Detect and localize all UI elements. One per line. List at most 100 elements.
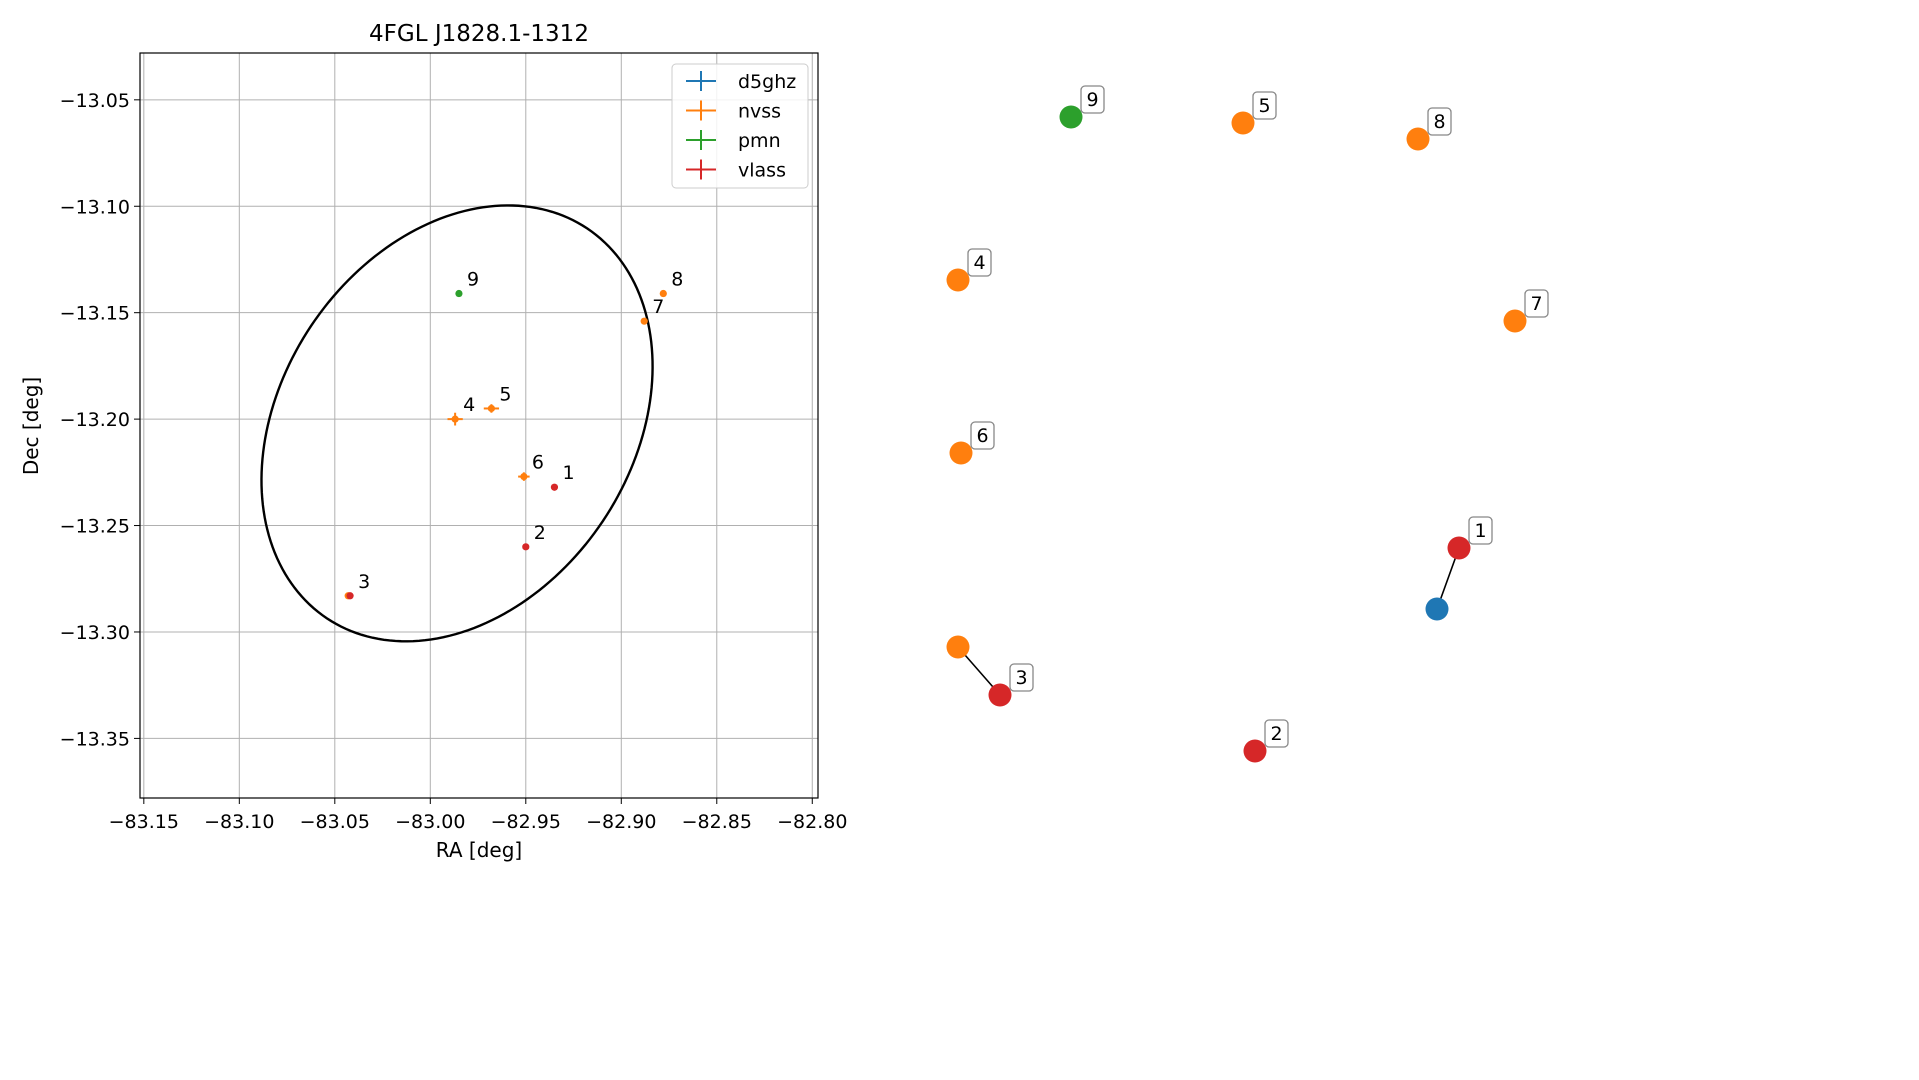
- error-ellipse: [260, 204, 654, 643]
- point-label: 6: [532, 452, 544, 474]
- graph-node: [1447, 536, 1471, 560]
- graph-node: [1503, 309, 1527, 333]
- node-label-text: 7: [1530, 293, 1542, 315]
- x-tick-label: −82.80: [777, 811, 847, 833]
- node-label-box: [1468, 516, 1493, 545]
- point-marker: [550, 483, 559, 491]
- node-label-box: [1252, 91, 1277, 120]
- legend-label: d5ghz: [738, 71, 796, 93]
- y-tick-label: −13.25: [60, 516, 130, 538]
- point-label: 5: [499, 383, 511, 405]
- graph-node: [1425, 597, 1449, 621]
- legend-entry: vlass: [686, 159, 786, 182]
- main-scatter-plot: 4FGL J1828.1-1312 4 5 6 78 9 1 2 3 −83.15 −83.10…: [19, 21, 847, 862]
- node-label-text: 5: [1258, 95, 1270, 117]
- graph-node-label: 4: [967, 248, 992, 277]
- graph-node-label: 5: [1252, 91, 1277, 120]
- data-point: 6: [518, 452, 544, 481]
- graph-node-label: 2: [1264, 719, 1289, 748]
- data-point: 8: [659, 269, 683, 298]
- point-marker: [520, 472, 528, 481]
- error-ellipse-layer: [260, 204, 654, 643]
- point-label: 8: [671, 269, 683, 291]
- graph-node: [1059, 105, 1083, 129]
- node-label-box: [1427, 107, 1452, 136]
- grid: [140, 53, 818, 798]
- point-label: 9: [467, 269, 479, 291]
- association-graph: 9 5 8 4 7 6 1 3 2: [946, 85, 1549, 763]
- graph-node-label: 3: [1009, 663, 1034, 692]
- point-marker: [522, 543, 530, 551]
- data-point: 9: [455, 269, 479, 298]
- graph-node: [1243, 739, 1267, 763]
- legend-label: pmn: [738, 130, 781, 152]
- node-label-box: [1264, 719, 1289, 748]
- point-marker: [640, 317, 648, 325]
- point-marker: [455, 289, 463, 298]
- graph-node-label: 9: [1080, 85, 1105, 114]
- y-tick-label: −13.05: [60, 90, 130, 112]
- y-tick-label: −13.15: [60, 303, 130, 325]
- chart-title: 4FGL J1828.1-1312: [369, 21, 589, 47]
- y-tick-label: −13.10: [60, 196, 130, 218]
- y-tick-label: −13.20: [60, 409, 130, 431]
- ticks-layer: −83.15 −83.10 −83.05 −83.00 −82.95 −82.90 −82.…: [60, 90, 848, 833]
- legend-entry: pmn: [686, 130, 781, 152]
- point-marker: [659, 289, 667, 298]
- node-label-box: [1009, 663, 1034, 692]
- data-point: 7: [640, 296, 664, 325]
- x-tick-label: −82.90: [586, 811, 656, 833]
- point-marker: [487, 404, 496, 413]
- legend-entry: nvss: [686, 100, 781, 123]
- x-tick-label: −83.15: [109, 811, 179, 833]
- point-label: 7: [652, 296, 664, 318]
- node-label-box: [1524, 289, 1549, 318]
- legend-box: [671, 63, 809, 189]
- graph-node-label: 8: [1427, 107, 1452, 136]
- graph-node: [946, 635, 970, 659]
- point-label: 3: [358, 571, 370, 593]
- x-tick-label: −83.00: [395, 811, 465, 833]
- point-marker: [451, 415, 459, 423]
- x-tick-label: −83.10: [204, 811, 274, 833]
- x-axis-label: RA [deg]: [436, 838, 522, 862]
- point-label: 4: [463, 394, 475, 416]
- data-point: 5: [483, 383, 512, 413]
- point-label: 2: [534, 522, 546, 544]
- graph-node-label: 7: [1524, 289, 1549, 318]
- legend: d5ghz nvss pmn vlass: [671, 63, 809, 189]
- node-label-text: 1: [1474, 520, 1486, 542]
- legend-label: vlass: [738, 160, 786, 182]
- graph-node-label: 1: [1468, 516, 1493, 545]
- graph-node-label: 6: [970, 421, 995, 450]
- node-label-text: 8: [1433, 111, 1445, 133]
- y-tick-label: −13.30: [60, 622, 130, 644]
- data-point: 3: [346, 571, 370, 600]
- node-label-box: [1080, 85, 1105, 114]
- data-points-layer: 4 5 6 78 9 1 2 3: [344, 269, 683, 600]
- node-label-text: 6: [976, 425, 988, 447]
- data-point: 1: [550, 462, 575, 491]
- legend-label: nvss: [738, 101, 781, 123]
- node-label-box: [970, 421, 995, 450]
- graph-node: [988, 683, 1012, 707]
- data-point: 2: [522, 522, 546, 551]
- y-axis-label: Dec [deg]: [19, 377, 43, 475]
- y-tick-label: −13.35: [60, 728, 130, 750]
- x-tick-label: −83.05: [300, 811, 370, 833]
- data-point: 4: [447, 394, 475, 426]
- point-marker: [346, 592, 354, 600]
- node-label-text: 9: [1086, 89, 1098, 111]
- graph-node: [949, 441, 973, 465]
- graph-node: [1406, 127, 1430, 151]
- graph-node: [1231, 111, 1255, 135]
- node-label-box: [967, 248, 992, 277]
- plot-frame: [139, 52, 819, 799]
- node-label-text: 2: [1270, 723, 1282, 745]
- node-label-text: 4: [973, 252, 985, 274]
- x-tick-label: −82.95: [491, 811, 561, 833]
- node-label-text: 3: [1015, 667, 1027, 689]
- legend-entry: d5ghz: [686, 71, 796, 93]
- graph-node: [946, 268, 970, 292]
